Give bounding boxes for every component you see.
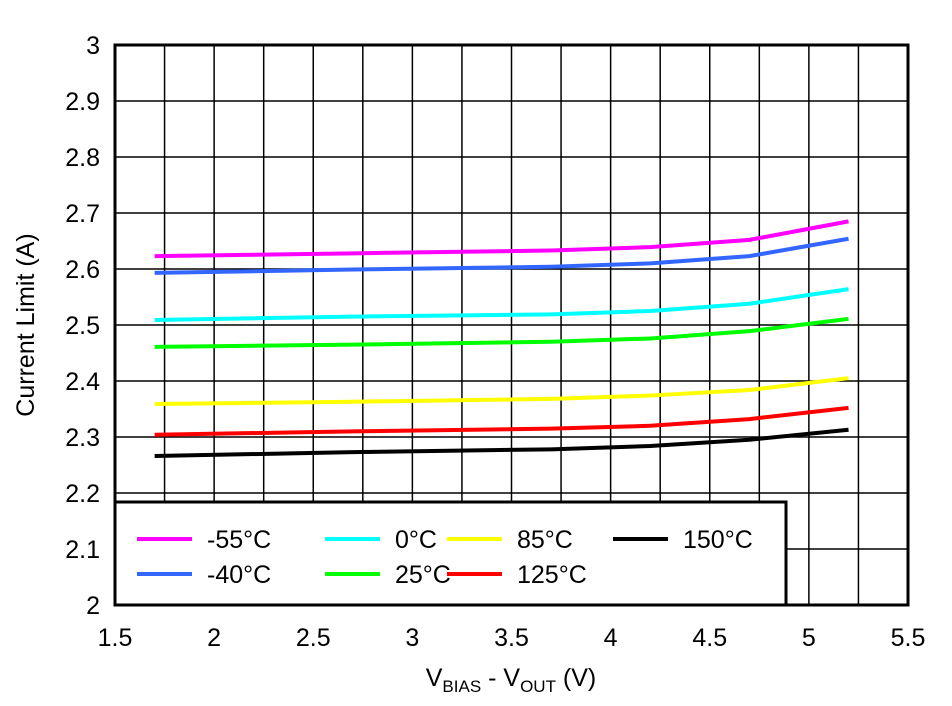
y-tick-label: 3	[86, 32, 100, 60]
y-axis-label: Current Limit (A)	[12, 233, 40, 416]
series-line	[154, 405, 849, 437]
x-tick-label: 4.5	[692, 624, 727, 652]
series-line	[154, 427, 849, 459]
y-tick-label: 2.9	[65, 88, 100, 116]
series-line	[154, 316, 849, 349]
x-tick-label: 4	[604, 624, 618, 652]
legend-label: -55°C	[207, 526, 271, 554]
series-line	[154, 287, 849, 322]
legend-box	[113, 500, 788, 607]
x-tick-label: 2	[207, 624, 221, 652]
legend-label: 150°C	[683, 526, 753, 554]
y-tick-labels: 2 2.1 2.2 2.3 2.4 2.5 2.6 2.7 2.8 2.9 3	[65, 32, 100, 620]
x-tick-label: 3.5	[494, 624, 529, 652]
y-tick-label: 2.2	[65, 480, 100, 508]
legend-label: 25°C	[395, 561, 451, 589]
y-tick-label: 2.6	[65, 256, 100, 284]
legend-label: 0°C	[395, 526, 437, 554]
y-tick-label: 2	[86, 592, 100, 620]
y-tick-label: 2.3	[65, 424, 100, 452]
x-tick-labels: 1.5 2 2.5 3 3.5 4 4.5 5 5.5	[98, 624, 926, 652]
y-tick-label: 2.4	[65, 368, 100, 396]
y-tick-label: 2.5	[65, 312, 100, 340]
x-tick-label: 1.5	[98, 624, 133, 652]
legend-label: -40°C	[207, 561, 271, 589]
y-tick-label: 2.7	[65, 200, 100, 228]
series-lines	[154, 219, 849, 459]
series-line	[154, 236, 849, 275]
x-tick-label: 5.5	[891, 624, 926, 652]
legend-label: 85°C	[517, 526, 573, 554]
x-tick-label: 2.5	[296, 624, 331, 652]
x-tick-label: 5	[802, 624, 816, 652]
y-tick-label: 2.8	[65, 144, 100, 172]
series-line	[154, 376, 849, 406]
legend: -55°C -40°C 0°C 25°C 85°C 125°C 150°C	[113, 500, 788, 607]
x-tick-label: 3	[405, 624, 419, 652]
series-line	[154, 219, 849, 259]
legend-label: 125°C	[517, 561, 587, 589]
y-tick-label: 2.1	[65, 536, 100, 564]
x-axis-label: VBIAS - VOUT (V)	[426, 664, 597, 696]
